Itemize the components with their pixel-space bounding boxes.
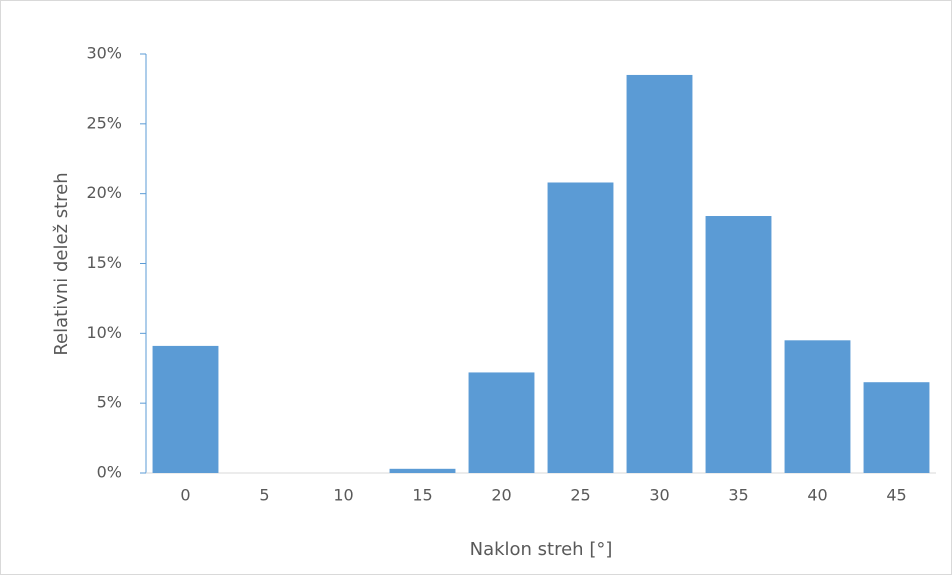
x-tick-label: 40 — [807, 486, 827, 505]
x-axis-title: Naklon streh [°] — [470, 539, 613, 560]
y-tick-label: 20% — [86, 183, 122, 202]
bar — [152, 345, 219, 473]
x-tick-label: 35 — [728, 486, 748, 505]
bar — [863, 382, 930, 473]
y-tick-label: 0% — [97, 463, 122, 482]
bar — [784, 340, 851, 473]
y-tick-label: 30% — [86, 44, 122, 63]
bar — [547, 182, 614, 473]
x-tick-label: 25 — [570, 486, 590, 505]
y-tick-label: 15% — [86, 253, 122, 272]
y-tick-label: 5% — [97, 393, 122, 412]
bar — [626, 74, 693, 473]
x-tick-label: 20 — [491, 486, 511, 505]
x-tick-label: 45 — [886, 486, 906, 505]
bar — [389, 468, 456, 473]
y-tick-label: 10% — [86, 323, 122, 342]
bar — [705, 216, 772, 473]
x-tick-label: 5 — [259, 486, 269, 505]
x-tick-label: 10 — [333, 486, 353, 505]
x-tick-label: 30 — [649, 486, 669, 505]
y-tick-label: 25% — [86, 113, 122, 132]
y-axis-title: Relativni delež streh — [51, 172, 72, 355]
x-tick-label: 15 — [412, 486, 432, 505]
bar — [468, 372, 535, 473]
x-tick-label: 0 — [180, 486, 190, 505]
